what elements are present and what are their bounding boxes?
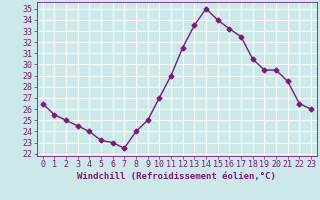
X-axis label: Windchill (Refroidissement éolien,°C): Windchill (Refroidissement éolien,°C) [77, 172, 276, 181]
